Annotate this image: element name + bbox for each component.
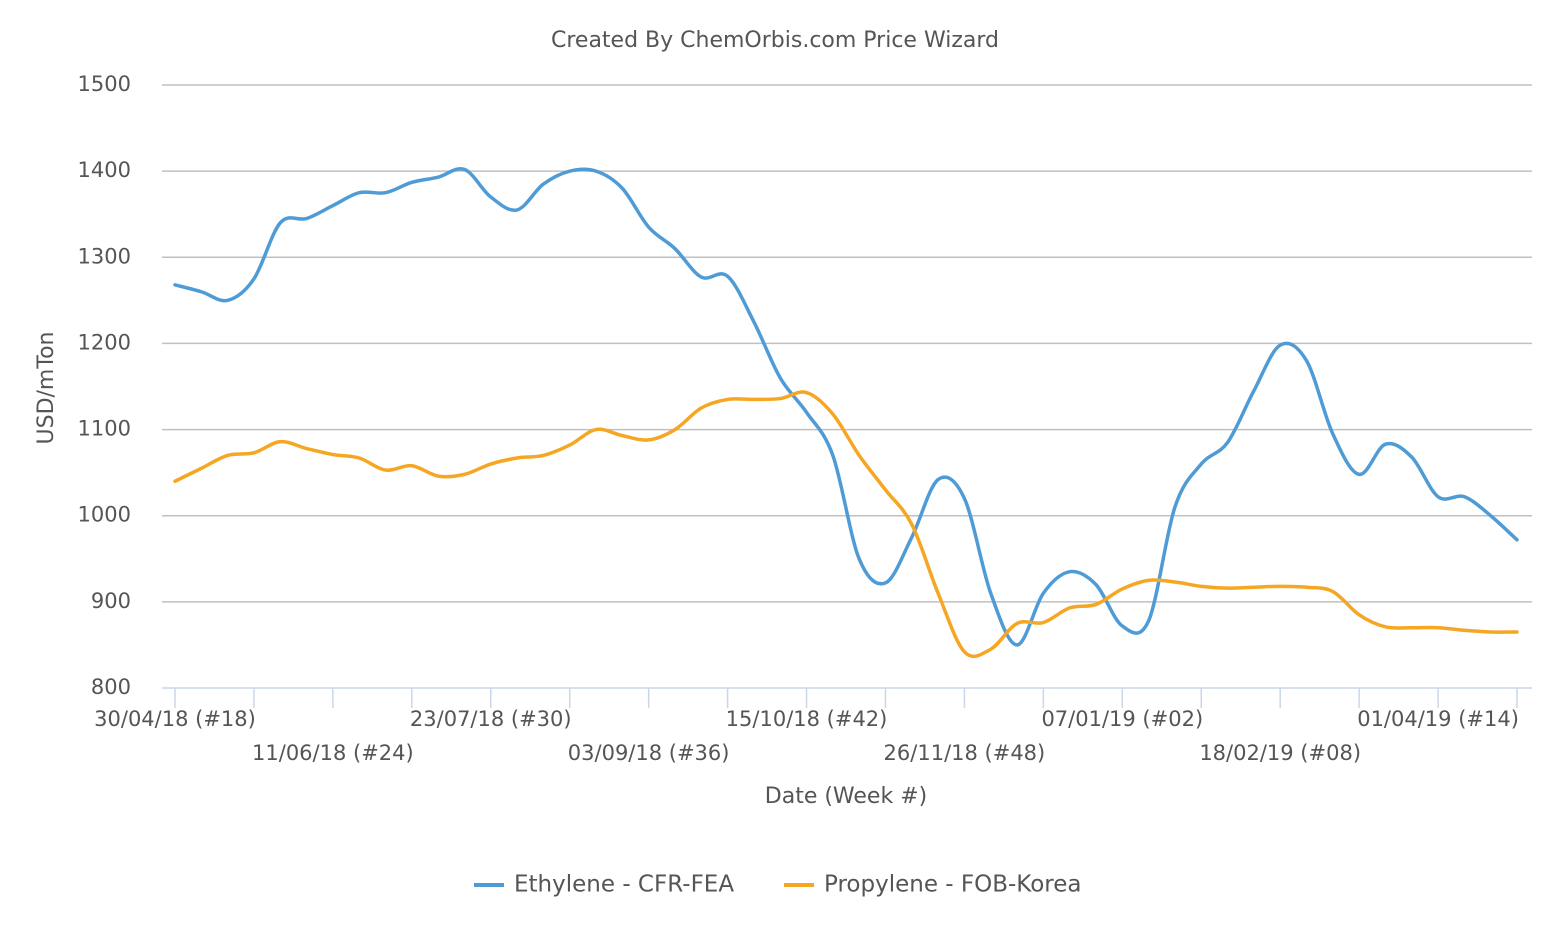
chart-title: Created By ChemOrbis.com Price Wizard: [551, 28, 999, 53]
x-tick-label: 03/09/18 (#36): [568, 741, 730, 765]
x-tick-label: 18/02/19 (#08): [1199, 741, 1361, 765]
x-tick-label: 01/04/19 (#14): [1357, 707, 1519, 731]
line-series: [173, 166, 1519, 647]
y-tick-label: 1000: [78, 503, 131, 527]
x-tick-label: 15/10/18 (#42): [726, 707, 888, 731]
legend-label: Ethylene - CFR-FEA: [514, 872, 734, 898]
y-tick-label: 1300: [78, 244, 131, 268]
y-tick-label: 900: [91, 589, 131, 613]
x-tick-label: 23/07/18 (#30): [410, 707, 572, 731]
y-tick-label: 1100: [78, 417, 131, 441]
x-tick-label: 11/06/18 (#24): [252, 741, 414, 765]
y-tick-label: 1200: [78, 330, 131, 354]
y-tick-label: 1400: [78, 158, 131, 182]
y-tick-label: 1500: [78, 72, 131, 96]
legend-label: Propylene - FOB-Korea: [824, 872, 1082, 898]
y-tick-label: 800: [91, 675, 131, 699]
x-tick-label: 26/11/18 (#48): [884, 741, 1046, 765]
x-tick-label: 30/04/18 (#18): [94, 707, 256, 731]
x-tick-label: 07/01/19 (#02): [1041, 707, 1203, 731]
x-axis-label: Date (Week #): [765, 784, 927, 809]
y-axis-label: USD/mTon: [34, 332, 59, 445]
line-series: [173, 390, 1519, 659]
